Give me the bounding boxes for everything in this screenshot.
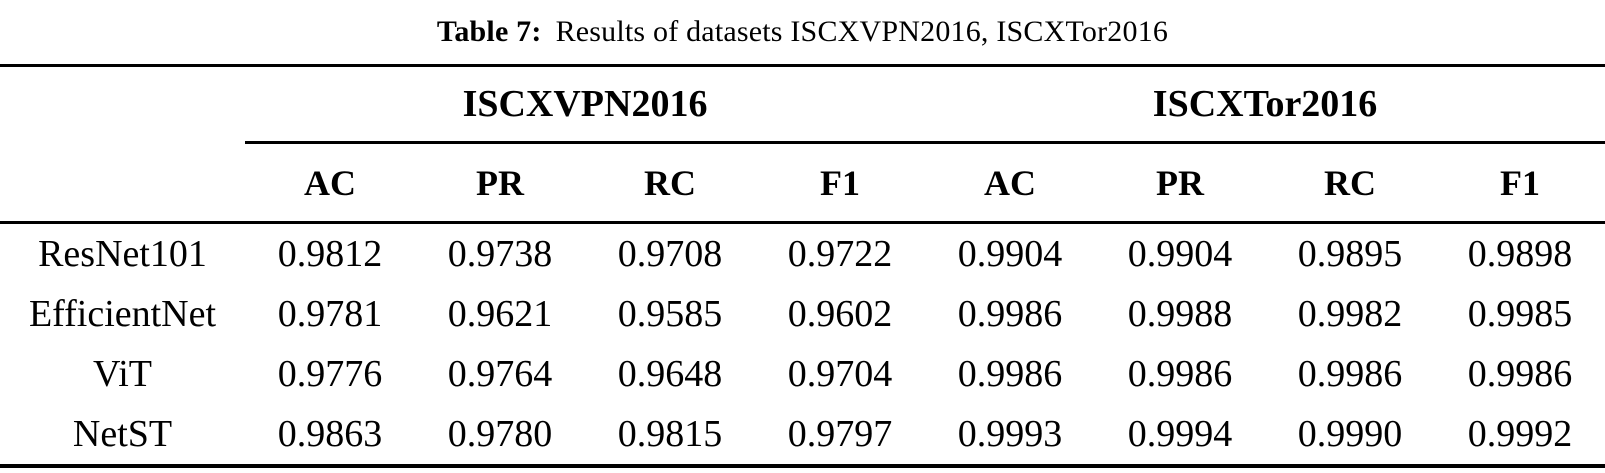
model-label: ResNet101 <box>38 233 207 275</box>
value-cell: 0.9863 <box>277 413 383 455</box>
value-cell: 0.9904 <box>1127 233 1233 275</box>
value-cell: 0.9797 <box>787 413 893 455</box>
results-table: ISCXVPN2016 ISCXTor2016 AC PR RC F1 AC P… <box>0 64 1605 468</box>
metric-header-tor-pr: PR <box>1156 162 1205 203</box>
value-cell: 0.9986 <box>957 293 1063 335</box>
group-header-iscxtor2016: ISCXTor2016 <box>925 65 1605 144</box>
metric-header-vpn-rc: RC <box>644 162 696 203</box>
model-label: EfficientNet <box>28 293 217 335</box>
value-cell: 0.9602 <box>787 293 893 335</box>
value-cell: 0.9722 <box>787 233 893 275</box>
model-label: ViT <box>93 353 152 395</box>
group-header-iscxvpn2016: ISCXVPN2016 <box>245 65 926 144</box>
value-cell: 0.9990 <box>1297 413 1403 455</box>
spacer-cell <box>0 143 245 223</box>
metric-header-vpn-f1: F1 <box>820 162 861 203</box>
value-cell: 0.9764 <box>447 353 553 395</box>
value-cell: 0.9904 <box>957 233 1063 275</box>
table-row-efficientnet: EfficientNet 0.9781 0.9621 0.9585 0.9602… <box>0 284 1605 344</box>
value-cell: 0.9621 <box>447 293 553 335</box>
value-cell: 0.9986 <box>1467 353 1573 395</box>
value-cell: 0.9895 <box>1297 233 1403 275</box>
value-cell: 0.9585 <box>617 293 723 335</box>
value-cell: 0.9738 <box>447 233 553 275</box>
value-cell: 0.9708 <box>617 233 723 275</box>
value-cell: 0.9988 <box>1127 293 1233 335</box>
value-cell: 0.9994 <box>1127 413 1233 455</box>
group-header-row: ISCXVPN2016 ISCXTor2016 <box>0 65 1605 144</box>
value-cell: 0.9812 <box>277 233 383 275</box>
value-cell: 0.9648 <box>617 353 723 395</box>
value-cell: 0.9982 <box>1297 293 1403 335</box>
table-caption: Table 7: Results of datasets ISCXVPN2016,… <box>0 0 1605 64</box>
value-cell: 0.9898 <box>1467 233 1573 275</box>
metric-header-tor-rc: RC <box>1324 162 1377 203</box>
value-cell: 0.9781 <box>277 293 383 335</box>
value-cell: 0.9986 <box>1127 353 1233 395</box>
table-row-vit: ViT 0.9776 0.9764 0.9648 0.9704 0.9986 0… <box>0 344 1605 404</box>
value-cell: 0.9986 <box>1297 353 1403 395</box>
value-cell: 0.9992 <box>1467 413 1573 455</box>
metric-header-tor-ac: AC <box>984 162 1037 203</box>
table-caption-label: Table 7: <box>436 15 542 48</box>
value-cell: 0.9985 <box>1467 293 1573 335</box>
value-cell: 0.9993 <box>957 413 1063 455</box>
metric-header-row: AC PR RC F1 AC PR RC F1 <box>0 143 1605 223</box>
metric-header-vpn-ac: AC <box>304 162 356 203</box>
value-cell: 0.9815 <box>617 413 723 455</box>
value-cell: 0.9776 <box>277 353 383 395</box>
spacer-cell <box>0 66 245 143</box>
model-label: NetST <box>72 413 173 455</box>
value-cell: 0.9704 <box>787 353 893 395</box>
table-row-netst: NetST 0.9863 0.9780 0.9815 0.9797 0.9993… <box>0 404 1605 466</box>
table-row-resnet101: ResNet101 0.9812 0.9738 0.9708 0.9722 0.… <box>0 223 1605 285</box>
value-cell: 0.9986 <box>957 353 1063 395</box>
metric-header-vpn-pr: PR <box>476 162 524 203</box>
metric-header-tor-f1: F1 <box>1500 162 1541 203</box>
table-caption-text: Results of datasets ISCXVPN2016, ISCXTor… <box>555 15 1169 48</box>
value-cell: 0.9780 <box>447 413 553 455</box>
